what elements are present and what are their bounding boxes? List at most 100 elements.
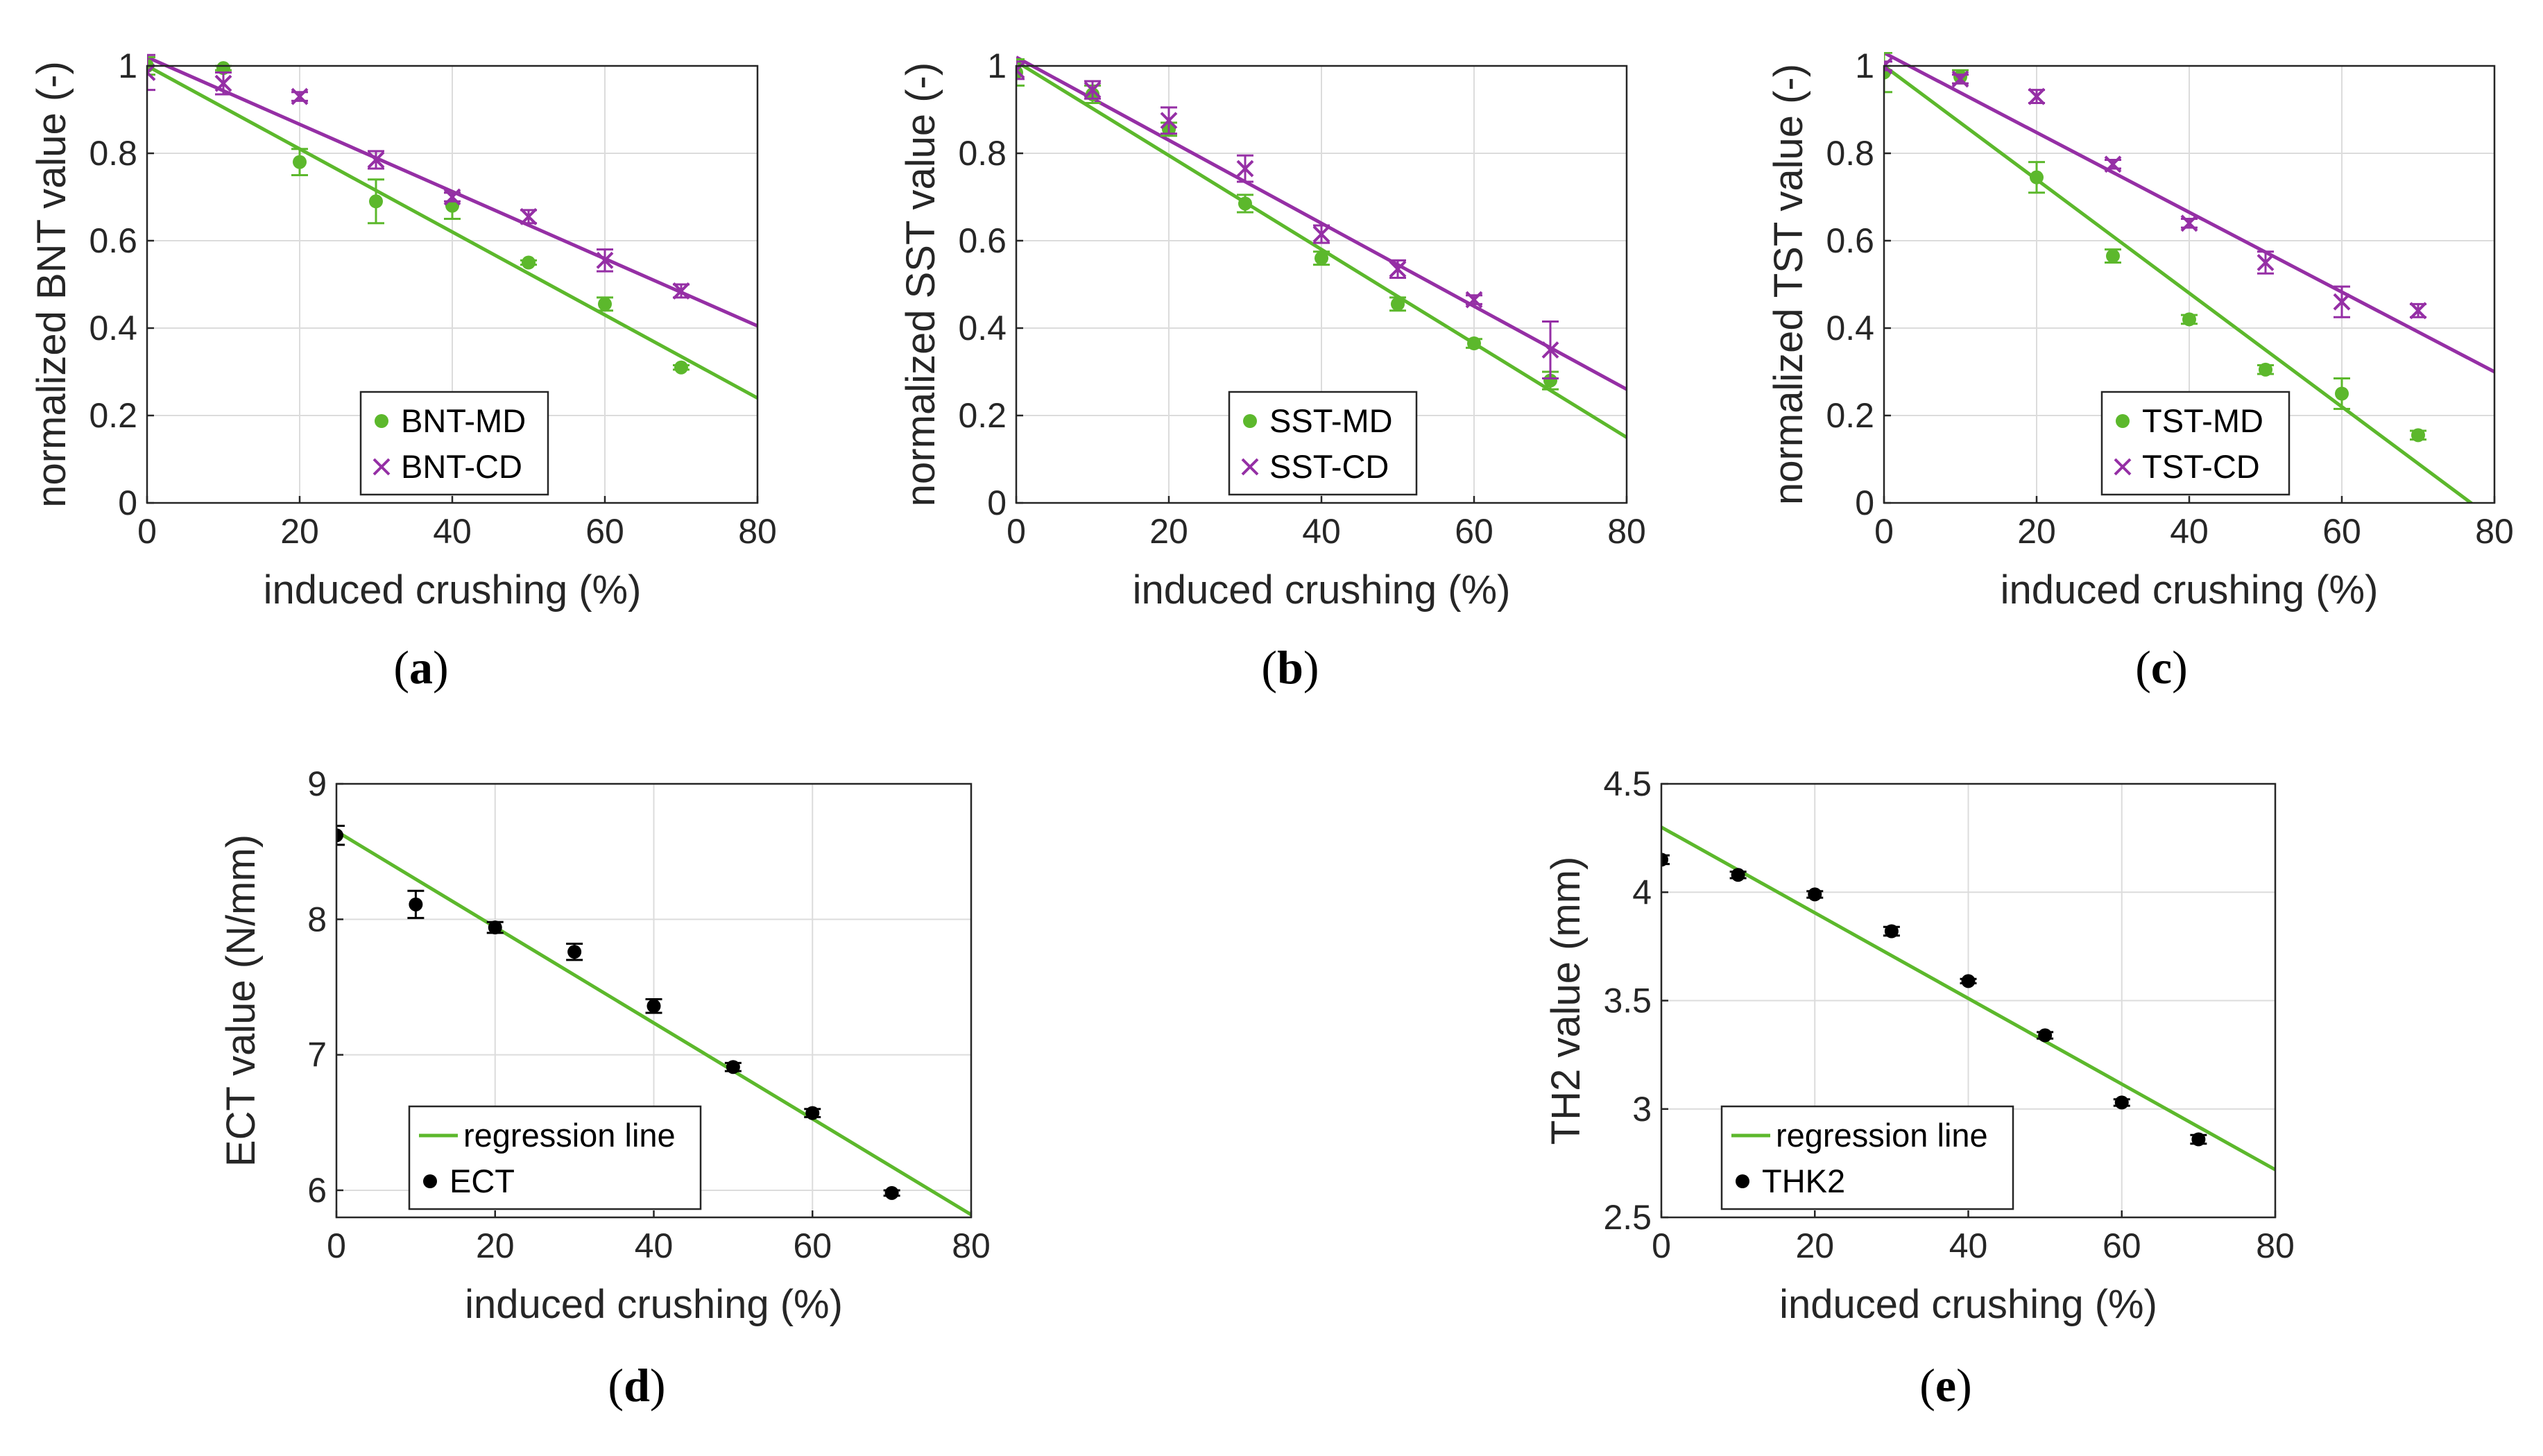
x-tick-label: 40 — [1302, 512, 1341, 551]
data-point-sst-md — [1391, 297, 1405, 311]
data-point-thk2 — [1661, 853, 1668, 867]
legend-marker — [423, 1174, 437, 1188]
y-tick-label: 6 — [307, 1171, 327, 1210]
x-tick-label: 20 — [1149, 512, 1188, 551]
data-layer — [1016, 55, 1627, 439]
chart-panel-e: 0 20 40 60 80 2.5 3 3.5 4 4.5 induced crushing (%)… — [1543, 764, 2295, 1412]
panel-caption: (c) — [2135, 641, 2188, 694]
data-point-bnt-md — [598, 297, 612, 311]
legend-marker — [2114, 458, 2132, 476]
data-point-tst-md — [2259, 362, 2272, 377]
x-tick-label: 20 — [1795, 1226, 1834, 1265]
legend: BNT-MD BNT-CD — [359, 391, 549, 496]
x-axis-label: induced crushing (%) — [1779, 1282, 2157, 1327]
data-point-thk2 — [1884, 924, 1899, 939]
x-tick-label: 20 — [2017, 512, 2056, 551]
data-point-tst-md — [2411, 428, 2425, 443]
data-point-ect — [567, 945, 582, 959]
x-tick-label: 40 — [1949, 1226, 1988, 1265]
legend-label: regression line — [1776, 1117, 1988, 1154]
y-tick-label: 8 — [307, 900, 327, 939]
y-tick-label: 0.2 — [1826, 396, 1874, 435]
regression-line-bnt-md — [147, 64, 757, 400]
legend-label: TST-MD — [2142, 402, 2263, 439]
data-point-sst-cd — [1084, 81, 1102, 99]
data-point-sst-cd — [1312, 225, 1330, 243]
data-point-ect — [884, 1185, 899, 1200]
data-point-bnt-cd — [147, 64, 156, 81]
legend: regression line THK2 — [1720, 1105, 2014, 1210]
regression-line-sst-cd — [1016, 55, 1627, 391]
y-tick-label: 3 — [1632, 1090, 1652, 1129]
y-axis-label: ECT value (N/mm) — [219, 834, 264, 1167]
data-point-ect — [488, 920, 502, 935]
chart-panel-c: 0 20 40 60 80 0 0.2 0.4 0.6 0.8 1 induced crushing … — [1766, 46, 2514, 694]
panel-caption: (d) — [608, 1359, 665, 1412]
chart-panel-b: 0 20 40 60 80 0 0.2 0.4 0.6 0.8 1 induced crushing … — [898, 46, 1646, 694]
x-tick-label: 0 — [1874, 512, 1894, 551]
data-point-tst-cd — [2028, 87, 2046, 105]
data-point-bnt-cd — [291, 87, 309, 105]
y-tick-label: 0.4 — [1826, 309, 1874, 348]
regression-line-sst-md — [1016, 60, 1627, 439]
x-tick-label: 0 — [327, 1226, 346, 1265]
legend-label: BNT-CD — [401, 448, 522, 485]
y-tick-label: 2.5 — [1603, 1198, 1652, 1237]
x-tick-label: 40 — [2170, 512, 2209, 551]
error-bar — [1884, 52, 1892, 94]
y-tick-label: 9 — [307, 764, 327, 803]
y-tick-label: 0.8 — [89, 134, 137, 173]
data-point-bnt-cd — [672, 282, 690, 300]
x-axis-label: induced crushing (%) — [465, 1282, 843, 1327]
y-tick-label: 3.5 — [1603, 982, 1652, 1020]
regression-line-thk2 — [1661, 825, 2275, 1172]
y-axis-label: TH2 value (mm) — [1543, 857, 1589, 1145]
y-tick-label: 0 — [987, 483, 1007, 522]
error-bar — [336, 825, 345, 846]
regression-line-tst-md — [1884, 64, 2474, 503]
legend-label: ECT — [449, 1163, 515, 1199]
y-tick-label: 0 — [118, 483, 137, 522]
data-point-sst-md — [1315, 251, 1328, 266]
regression-line-ect — [336, 830, 971, 1217]
data-point-ect — [647, 999, 661, 1013]
y-tick-label: 0.6 — [1826, 221, 1874, 260]
y-tick-label: 0.2 — [958, 396, 1007, 435]
y-tick-label: 0.4 — [958, 309, 1007, 348]
data-point-bnt-cd — [443, 188, 461, 206]
data-point-bnt-cd — [520, 207, 538, 225]
x-tick-label: 80 — [2475, 512, 2514, 551]
data-point-tst-md — [2106, 249, 2120, 264]
y-axis-label: normalized BNT value (-) — [29, 61, 74, 508]
x-tick-label: 60 — [585, 512, 624, 551]
x-axis-label: induced crushing (%) — [264, 567, 642, 613]
data-point-bnt-md — [674, 360, 688, 375]
y-tick-label: 0.6 — [958, 221, 1007, 260]
data-layer — [147, 53, 757, 400]
data-point-bnt-cd — [596, 251, 614, 269]
error-bar — [1661, 854, 1670, 866]
error-bar — [1016, 58, 1025, 87]
error-bar — [147, 55, 155, 76]
data-point-bnt-md — [369, 194, 383, 209]
x-tick-label: 20 — [280, 512, 319, 551]
legend: regression line ECT — [408, 1105, 702, 1210]
panel-caption: (e) — [1919, 1359, 1972, 1412]
x-tick-label: 40 — [433, 512, 472, 551]
regression-line-tst-cd — [1884, 52, 2494, 374]
data-point-thk2 — [2191, 1132, 2206, 1147]
data-point-tst-cd — [1951, 70, 1969, 88]
legend-label: TST-CD — [2142, 448, 2260, 485]
chart-panel-a: 0 20 40 60 80 0 0.2 0.4 0.6 0.8 1 induced crushing … — [29, 46, 777, 694]
x-tick-label: 60 — [793, 1226, 832, 1265]
legend-label: SST-CD — [1269, 448, 1389, 485]
data-layer — [1661, 825, 2275, 1172]
data-point-sst-md — [1238, 196, 1252, 211]
data-point-sst-cd — [1160, 112, 1178, 130]
y-tick-label: 0 — [1855, 483, 1874, 522]
legend-label: regression line — [463, 1117, 676, 1154]
y-tick-label: 1 — [1855, 46, 1874, 85]
chart-panel-d: 0 20 40 60 80 6 7 8 9 induced crushing (%) ECT val… — [219, 764, 991, 1412]
data-point-bnt-md — [293, 155, 307, 169]
